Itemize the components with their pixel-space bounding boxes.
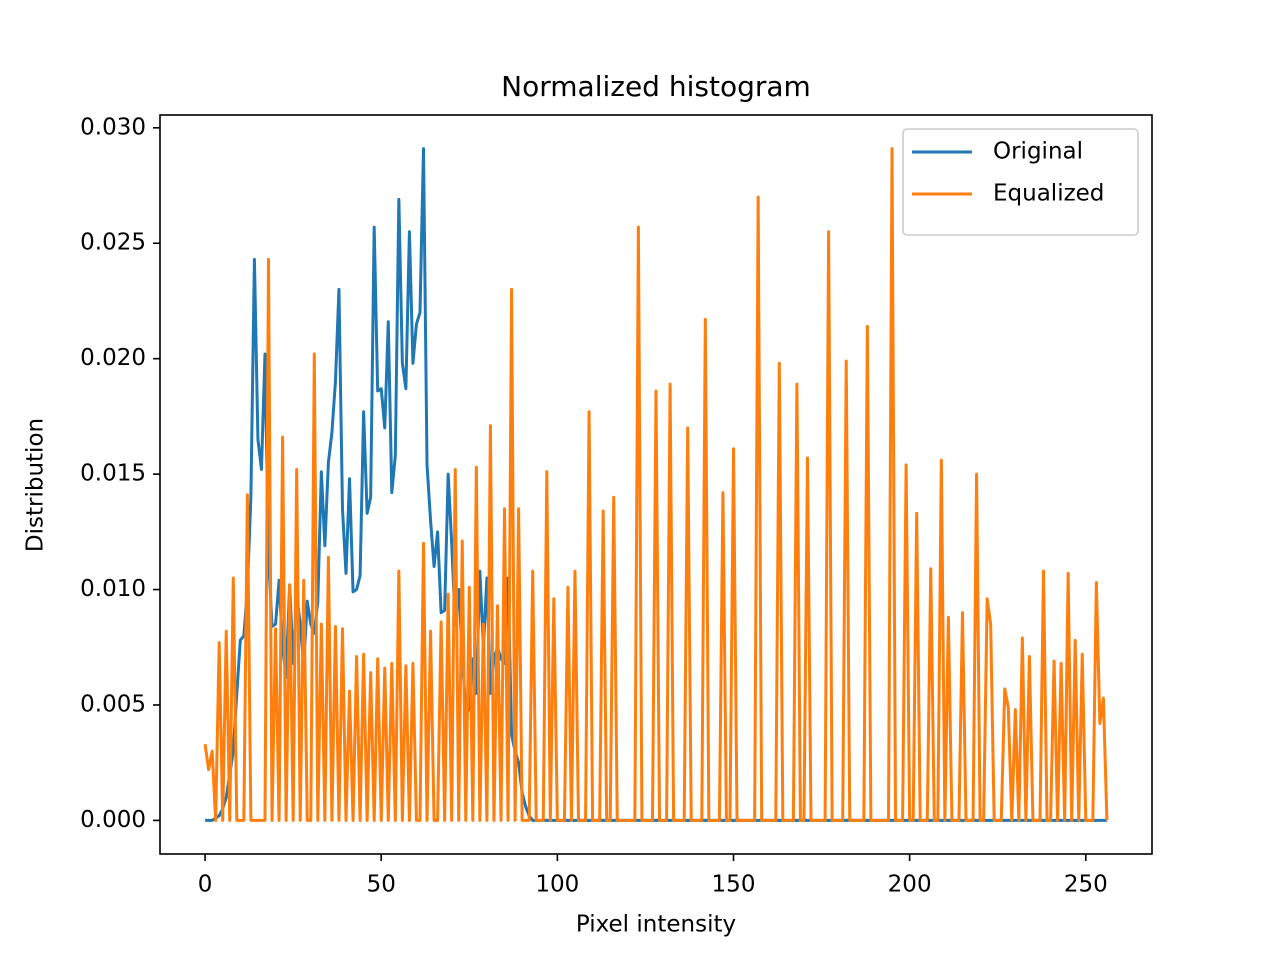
- y-tick-label: 0.020: [80, 345, 146, 371]
- y-tick-label: 0.000: [80, 807, 146, 833]
- x-tick-label: 250: [1064, 872, 1108, 898]
- legend-box: [902, 128, 1139, 236]
- y-tick-label: 0.025: [80, 230, 146, 256]
- legend-label: Original: [993, 139, 1083, 165]
- data-line: [203, 147, 1109, 822]
- x-tick-label: 50: [367, 872, 396, 898]
- legend-label: Equalized: [993, 181, 1104, 207]
- x-tick-label: 150: [712, 872, 756, 898]
- y-tick-label: 0.030: [80, 114, 146, 140]
- y-tick-label: 0.005: [80, 691, 146, 717]
- x-tick-label: 100: [535, 872, 579, 898]
- chart-title: Normalized histogram: [501, 70, 811, 103]
- plot-frame: [159, 114, 1153, 855]
- y-tick-label: 0.015: [80, 461, 146, 487]
- x-tick-label: 200: [888, 872, 932, 898]
- x-axis-label: Pixel intensity: [576, 912, 736, 938]
- y-tick-label: 0.010: [80, 576, 146, 602]
- x-tick-label: 0: [198, 872, 213, 898]
- y-axis-label: Distribution: [23, 418, 49, 552]
